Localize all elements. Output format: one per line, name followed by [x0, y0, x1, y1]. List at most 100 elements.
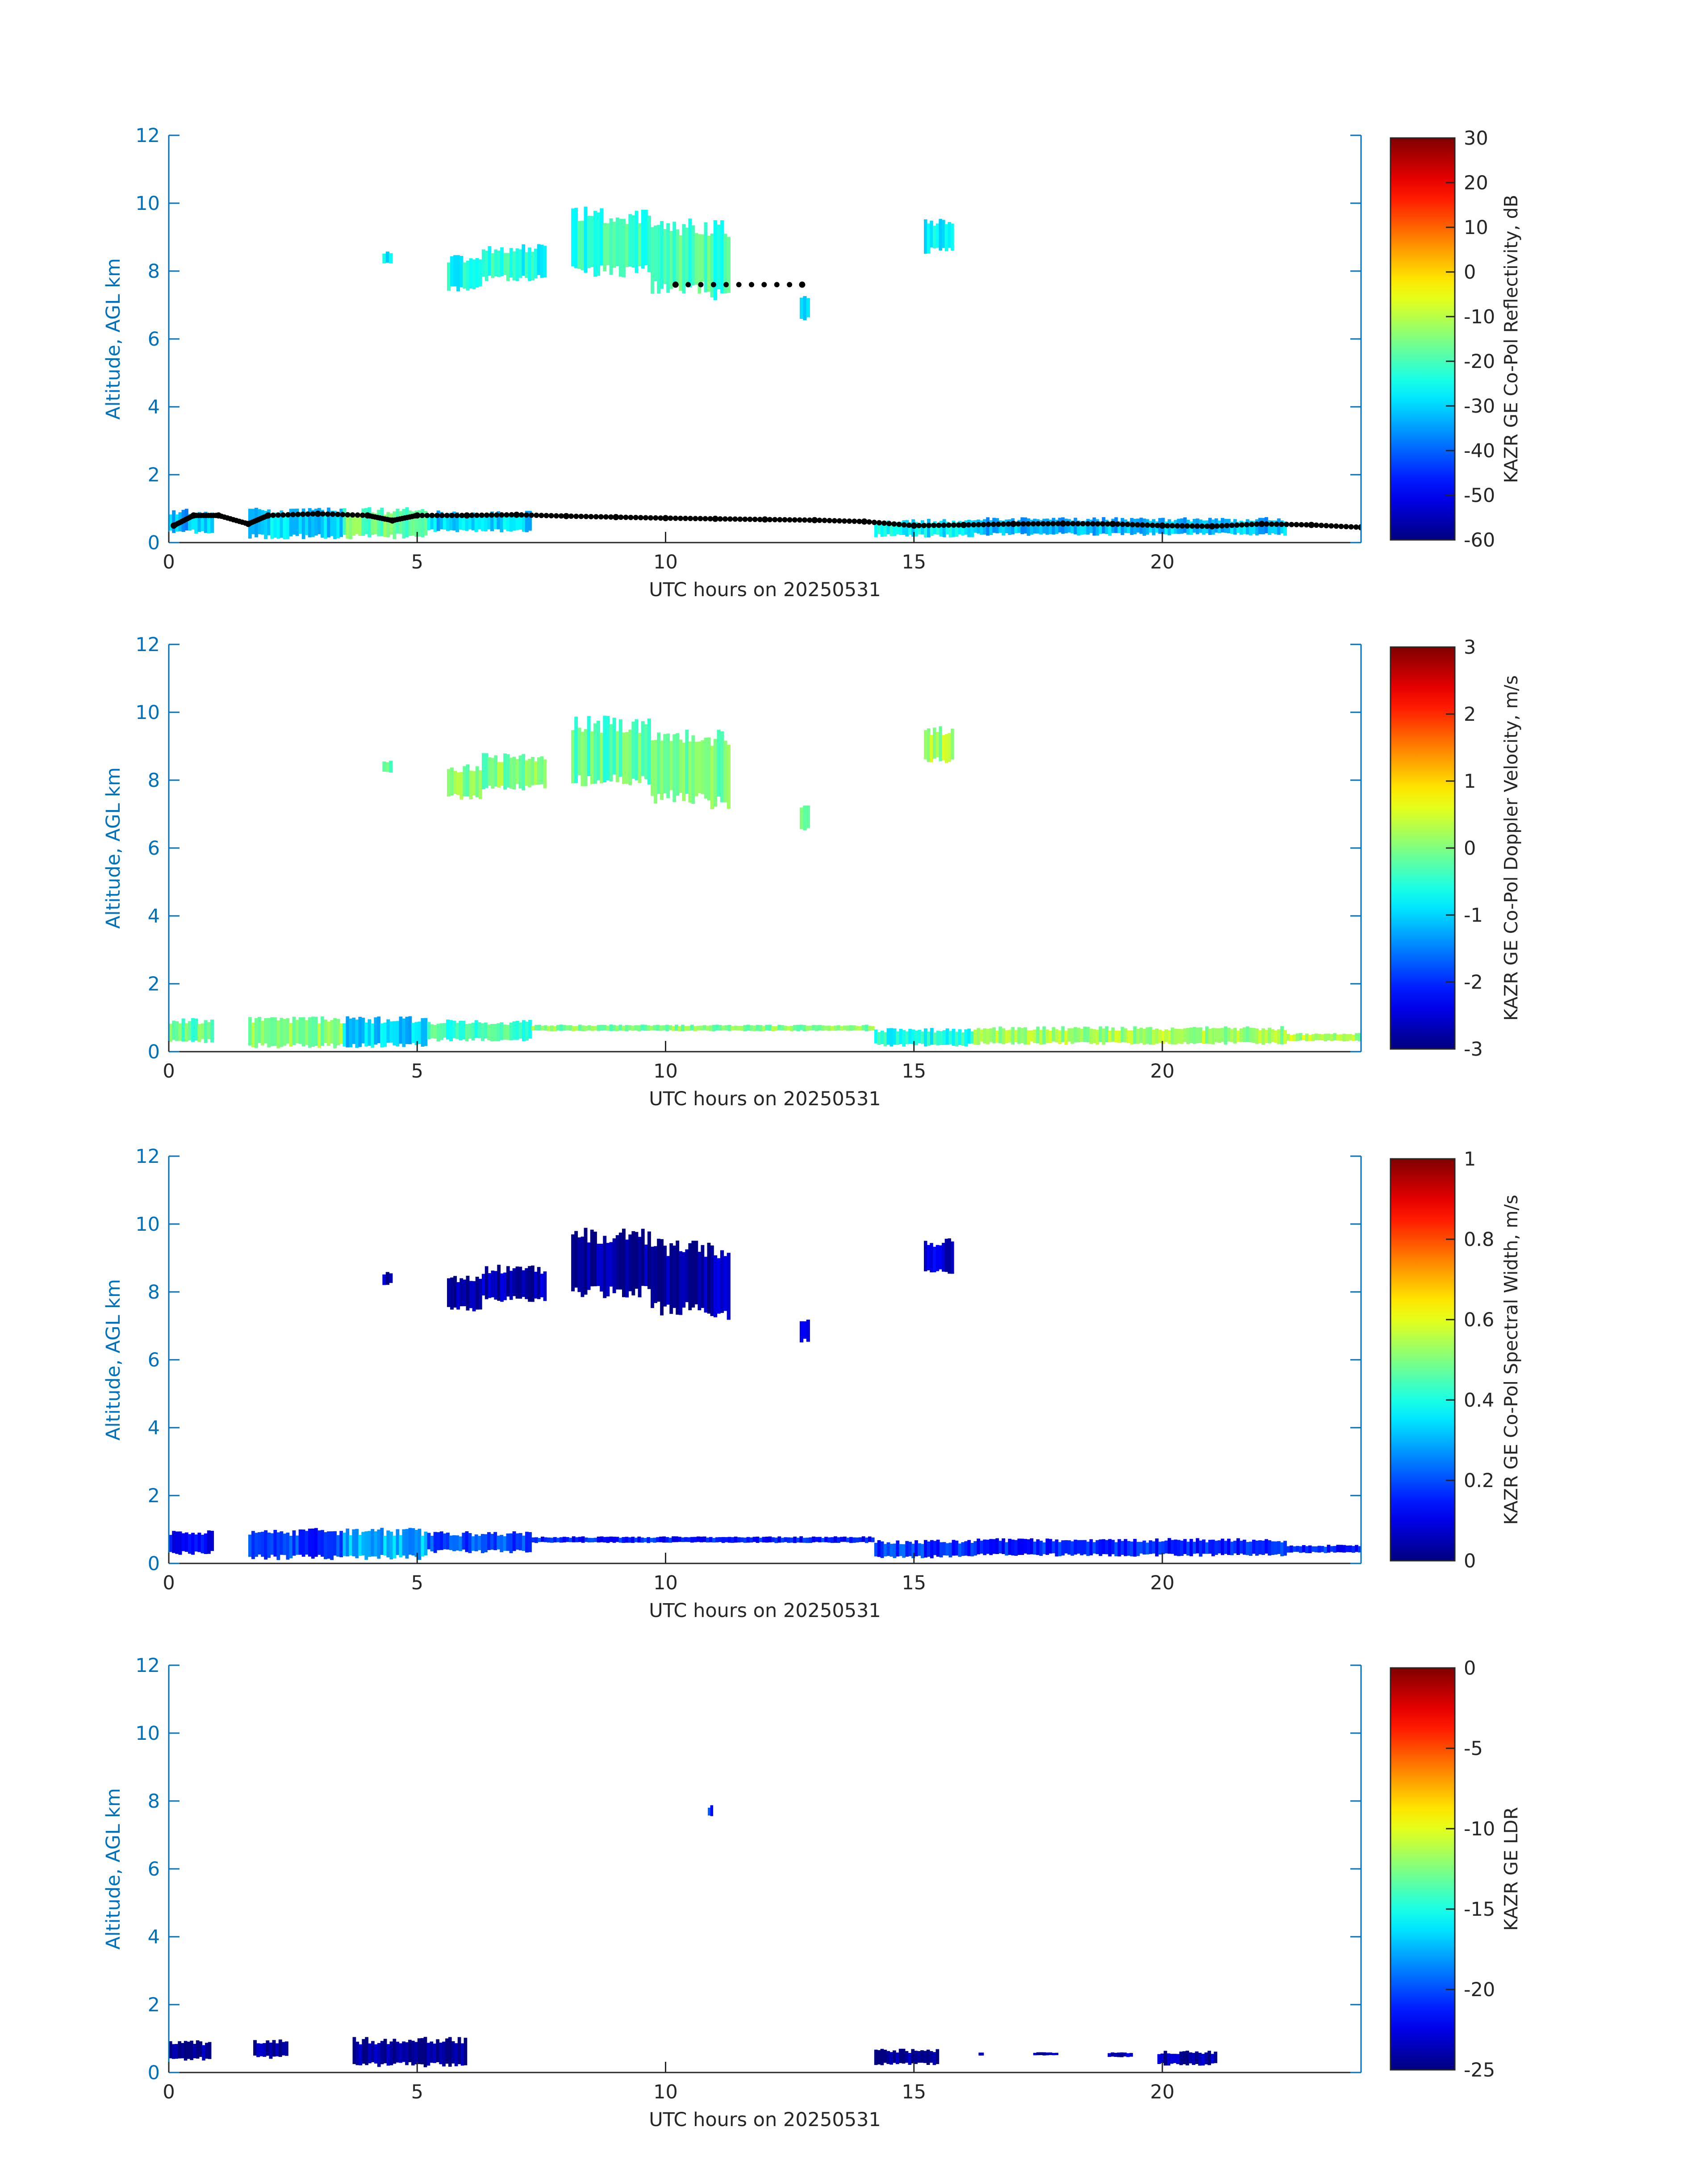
- cloud-base-point: [1149, 522, 1155, 528]
- data-column: [393, 1535, 397, 1559]
- data-column: [886, 1542, 890, 1556]
- data-column: [408, 510, 412, 536]
- data-column: [1008, 519, 1012, 535]
- data-column: [414, 2042, 418, 2064]
- data-column: [503, 1536, 507, 1551]
- data-column: [380, 2041, 384, 2064]
- data-column: [899, 1544, 903, 1556]
- colorbar-tick-label: 0: [1464, 261, 1476, 284]
- data-column: [915, 1030, 918, 1045]
- data-column: [843, 1536, 847, 1542]
- data-column: [1186, 1542, 1190, 1556]
- cloud-base-point: [593, 514, 599, 520]
- data-column: [359, 2044, 363, 2065]
- data-column: [518, 514, 522, 530]
- cloud-base-point: [896, 522, 902, 527]
- data-column: [377, 1529, 381, 1559]
- cloud-base-point: [672, 515, 678, 521]
- data-column: [806, 1320, 810, 1342]
- data-column: [955, 522, 959, 537]
- data-column: [590, 1538, 594, 1542]
- data-column: [951, 223, 954, 251]
- data-column: [1108, 521, 1112, 536]
- data-column: [787, 1537, 791, 1543]
- data-column: [1014, 521, 1018, 534]
- plot-data-layer: [169, 1805, 1218, 2068]
- data-column: [1127, 1541, 1131, 1556]
- x-tick-label: 0: [163, 2081, 175, 2103]
- data-column: [465, 514, 469, 531]
- data-column: [871, 1537, 875, 1542]
- data-column: [453, 1276, 457, 1308]
- data-column: [188, 1021, 192, 1040]
- data-column: [1030, 519, 1034, 535]
- data-column: [893, 522, 897, 536]
- data-column: [628, 214, 632, 267]
- data-column: [308, 1017, 312, 1048]
- data-column: [436, 1532, 440, 1550]
- data-column: [1205, 1026, 1209, 1044]
- y-tick-label: 6: [148, 1349, 160, 1371]
- y-tick-label: 6: [148, 1858, 160, 1880]
- cloud-base-point: [1109, 521, 1116, 527]
- data-column: [414, 1529, 418, 1557]
- data-column: [273, 512, 277, 538]
- data-column: [414, 1022, 418, 1045]
- data-column: [278, 2039, 282, 2057]
- data-column: [512, 1021, 516, 1040]
- data-column: [1243, 1027, 1246, 1042]
- data-column: [1358, 1546, 1361, 1553]
- data-column: [1055, 519, 1059, 534]
- data-column: [694, 742, 698, 796]
- data-column: [704, 737, 708, 799]
- data-column: [793, 1025, 797, 1030]
- colorbar: [1391, 1159, 1455, 1561]
- data-column: [493, 514, 497, 529]
- data-column: [631, 721, 635, 779]
- data-column: [693, 1026, 697, 1032]
- data-column: [930, 1540, 934, 1559]
- data-column: [911, 2049, 915, 2064]
- data-column: [562, 1025, 566, 1031]
- cloud-base-point: [677, 515, 683, 521]
- data-column: [995, 1538, 999, 1554]
- cloud-base-point: [926, 522, 932, 528]
- cloud-base-point: [558, 513, 564, 519]
- data-column: [1073, 1539, 1077, 1555]
- data-column: [453, 771, 457, 794]
- data-column: [469, 1281, 473, 1308]
- data-column: [450, 256, 454, 287]
- cloud-base-point: [449, 513, 455, 518]
- data-column: [503, 1024, 507, 1040]
- data-column: [915, 1540, 918, 1557]
- data-column: [374, 513, 378, 535]
- cloud-base-point: [568, 513, 574, 519]
- data-column: [581, 1536, 585, 1543]
- cloud-base-point: [504, 512, 509, 518]
- data-column: [463, 766, 467, 797]
- data-column: [411, 1023, 415, 1043]
- x-tick-label: 20: [1150, 1060, 1175, 1082]
- data-column: [1317, 1034, 1321, 1040]
- data-column: [740, 1026, 744, 1031]
- data-column: [292, 1016, 296, 1045]
- data-column: [818, 1537, 822, 1542]
- data-region: [382, 1272, 393, 1285]
- data-column: [493, 1024, 497, 1041]
- data-column: [541, 1537, 544, 1542]
- data-column: [584, 729, 588, 786]
- data-column: [615, 217, 619, 267]
- cloud-base-point: [749, 282, 754, 288]
- data-region: [874, 1539, 974, 1559]
- data-column: [712, 1538, 716, 1543]
- data-column: [172, 1531, 176, 1553]
- data-column: [666, 223, 670, 293]
- colorbar-tick-label: -2: [1464, 971, 1483, 994]
- data-column: [477, 1022, 481, 1038]
- data-column: [1070, 1028, 1074, 1044]
- data-column: [1208, 1540, 1212, 1554]
- data-column: [935, 2049, 940, 2064]
- data-column: [346, 1016, 350, 1048]
- data-column: [669, 741, 673, 790]
- data-column: [1142, 518, 1146, 536]
